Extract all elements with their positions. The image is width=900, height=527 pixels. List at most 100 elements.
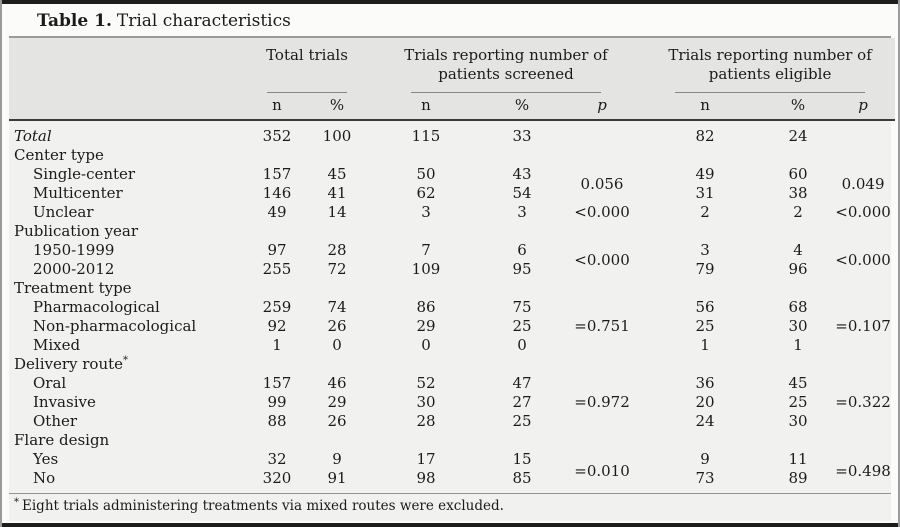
- footnote-text: Eight trials administering treatments vi…: [22, 498, 504, 514]
- column-header-eligible-pct: %: [765, 93, 832, 121]
- section-label: Treatment type: [14, 279, 132, 297]
- cell-screened-p: =0.972: [574, 393, 630, 411]
- table-row: Oral 157 46 52 47 =0.972 36 45 =0.322: [9, 374, 895, 411]
- cell-screened-pct: 25: [512, 317, 532, 335]
- cell-total-n: 88: [267, 412, 287, 430]
- cell-screened-p: <0.000: [574, 203, 630, 221]
- cell-screened-pct: 95: [512, 260, 532, 278]
- cell-screened-pct: 0: [517, 336, 527, 354]
- column-header-screened-pct: %: [485, 93, 559, 121]
- section-label: Publication year: [14, 222, 139, 240]
- table-row: Non-pharmacological 92 26 29 25 25 30: [9, 317, 895, 336]
- table-row: Mixed 1 0 0 0 1 1: [9, 336, 895, 355]
- row-label: No: [33, 469, 56, 487]
- row-label: Total: [14, 127, 52, 145]
- cell-screened-pct: 15: [512, 450, 532, 468]
- cell-total-pct: 28: [327, 241, 347, 259]
- cell-eligible-p: [831, 120, 895, 146]
- spanner-patients-eligible: Trials reporting number of patients elig…: [645, 38, 895, 93]
- cell-screened-pct: 75: [512, 298, 532, 316]
- row-label: Invasive: [33, 393, 96, 411]
- row-label: Single-center: [33, 165, 136, 183]
- section-header-row: Flare design: [9, 431, 895, 450]
- cell-total-n: 259: [262, 298, 292, 316]
- cell-total-pct: 9: [332, 450, 342, 468]
- cell-total-pct: 26: [327, 317, 347, 335]
- section-header-row: Publication year: [9, 222, 895, 241]
- table-row: Other 88 26 28 25 24 30: [9, 412, 895, 431]
- section-header-row: Center type: [9, 146, 895, 165]
- cell-screened-n: 115: [411, 127, 441, 145]
- cell-eligible-n: 3: [700, 241, 710, 259]
- spanner-label: Trials reporting number of patients elig…: [668, 46, 872, 83]
- section-label: Flare design: [14, 431, 110, 449]
- cell-eligible-n: 73: [695, 469, 715, 487]
- table-header: Total trials Trials reporting number of …: [9, 38, 896, 121]
- cell-total-pct: 72: [327, 260, 347, 278]
- cell-screened-pct: 6: [517, 241, 527, 259]
- row-label: Oral: [33, 374, 67, 392]
- table-caption: Table 1. Trial characteristics: [9, 4, 891, 36]
- cell-total-pct: 45: [327, 165, 347, 183]
- row-label: 1950-1999: [33, 241, 115, 259]
- cell-eligible-n: 1: [700, 336, 710, 354]
- cell-screened-n: 86: [416, 298, 436, 316]
- cell-total-n: 99: [267, 393, 287, 411]
- trial-characteristics-table: Total trials Trials reporting number of …: [9, 38, 896, 493]
- cell-eligible-n: 79: [695, 260, 715, 278]
- row-label: Pharmacological: [33, 298, 160, 316]
- section-header-row: Treatment type: [9, 279, 895, 298]
- figure-content: Table 1. Trial characteristics Total tria…: [2, 4, 898, 523]
- table-row: Pharmacological 259 74 86 75 =0.751 56 6…: [9, 298, 895, 335]
- column-header-eligible-p: p: [831, 93, 896, 121]
- cell-eligible-n: 2: [700, 203, 710, 221]
- cell-eligible-pct: 68: [788, 298, 808, 316]
- stub-header: [9, 93, 247, 121]
- cell-screened-n: 30: [416, 393, 436, 411]
- cell-total-n: 157: [262, 374, 292, 392]
- cell-screened-n: 50: [416, 165, 436, 183]
- cell-eligible-pct: 25: [788, 393, 808, 411]
- cell-eligible-pct: 24: [788, 127, 808, 145]
- row-label: Non-pharmacological: [33, 317, 197, 335]
- cell-screened-n: 7: [421, 241, 431, 259]
- section-label-text: Delivery route: [14, 355, 124, 373]
- stub-header: [9, 38, 247, 93]
- cell-screened-n: 98: [416, 469, 436, 487]
- spanner-total-trials: Total trials: [247, 38, 367, 93]
- spanner-header-row: Total trials Trials reporting number of …: [9, 38, 895, 93]
- table-body: Total 352 100 115 33 82 24 Center type: [9, 120, 895, 493]
- cell-eligible-n: 31: [695, 184, 715, 202]
- cell-screened-n: 52: [416, 374, 436, 392]
- table-row: Multicenter 146 41 62 54 31 38: [9, 184, 895, 203]
- cell-total-n: 49: [267, 203, 287, 221]
- cell-total-n: 146: [262, 184, 292, 202]
- cell-screened-n: 17: [416, 450, 436, 468]
- bottom-border-band: [2, 523, 898, 527]
- cell-screened-p: 0.056: [580, 174, 624, 193]
- spanner-label: Trials reporting number of patients scre…: [404, 46, 608, 83]
- column-header-eligible-n: n: [645, 93, 766, 121]
- column-header-screened-n: n: [367, 93, 485, 121]
- cell-screened-n: 0: [421, 336, 431, 354]
- row-label: Multicenter: [33, 184, 123, 202]
- table-row: No 320 91 98 85 73 89: [9, 469, 895, 493]
- cell-eligible-n: 49: [695, 165, 715, 183]
- column-header-screened-p: p: [559, 93, 646, 121]
- column-header-total-n: n: [247, 93, 307, 121]
- cell-eligible-n: 24: [695, 412, 715, 430]
- footnote-marker: *: [123, 355, 129, 366]
- spanner-rule: [411, 92, 601, 93]
- cell-total-n: 352: [262, 127, 292, 145]
- cell-eligible-n: 82: [695, 127, 715, 145]
- cell-total-n: 92: [267, 317, 287, 335]
- cell-eligible-n: 36: [695, 374, 715, 392]
- cell-eligible-pct: 30: [788, 317, 808, 335]
- cell-total-pct: 46: [327, 374, 347, 392]
- table-footnote: * Eight trials administering treatments v…: [9, 493, 891, 521]
- cell-eligible-p: <0.000: [835, 250, 891, 269]
- cell-eligible-n: 20: [695, 393, 715, 411]
- row-label: Unclear: [33, 203, 94, 221]
- cell-eligible-p: <0.000: [835, 203, 891, 221]
